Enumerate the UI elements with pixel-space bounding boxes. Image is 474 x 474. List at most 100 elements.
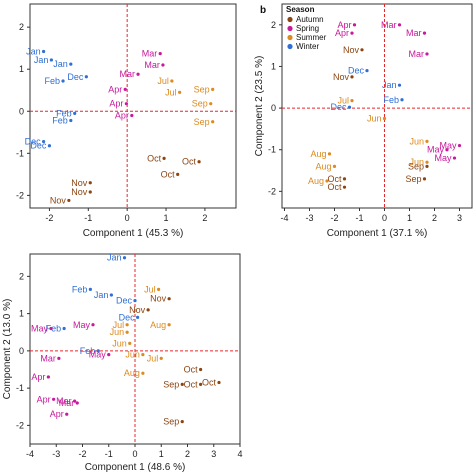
legend-swatch [287, 34, 293, 41]
panel-c-point-marker [199, 367, 203, 372]
panel-c-yticks: -2 -1 0 1 2 [16, 271, 30, 430]
panel-c-point-label: Mar [40, 353, 56, 363]
panel-b-point-marker [452, 156, 457, 160]
panel-a-point-label: Sep [194, 117, 210, 127]
panel-a-ytick-label: 2 [19, 22, 24, 32]
panel-c-point-label: Aug [124, 368, 140, 378]
panel-c-point-marker [217, 380, 221, 385]
panel-a-point-marker [197, 160, 201, 164]
panel-a-point-label: Sep [194, 84, 210, 94]
panel-c-point-label: Jan [107, 253, 122, 263]
panel-b-ytick-label: -2 [268, 186, 276, 196]
panel-a-point-marker [67, 198, 71, 203]
panel-a-point-label: Jan [34, 55, 49, 65]
panel-b-xticks: -4 -3 -2 -1 0 1 2 3 [280, 208, 462, 223]
panel-b-point-label: Feb [383, 95, 399, 105]
panel-a-point-label: Oct [182, 157, 197, 167]
panel-c-point-marker [57, 356, 61, 360]
panel-a-point-marker [49, 58, 53, 62]
panel-c-point-label: Aug [150, 320, 166, 330]
legend-swatch [287, 25, 293, 32]
panel-a-xtick-label: 1 [164, 213, 169, 223]
panel-b-point-marker [325, 179, 329, 183]
panel-c-point-marker [96, 349, 100, 353]
panel-a-xtick-label: -2 [45, 213, 53, 223]
panel-a-chart: Component 1 (45.3 %) -2 -1 0 1 2 -2 -1 0 1 2 Jan… [16, 3, 237, 239]
panel-a-point-label: Jan [53, 59, 68, 69]
panel-a-yticks: -2 -1 0 1 2 [16, 22, 30, 200]
panel-b-point-label: Jun [409, 136, 424, 146]
panel-c-xtick-label: 0 [132, 449, 137, 459]
panel-b-point-label: Dec [348, 66, 365, 76]
panel-c-point-marker [62, 326, 66, 331]
panel-b-point-label: Sep [408, 161, 424, 171]
panel-b-point-marker [352, 23, 357, 27]
panel-c-point-marker [107, 352, 111, 357]
legend-title: Season [286, 5, 315, 14]
panel-a-point-label: Feb [56, 108, 72, 118]
panel-a-point-marker [47, 144, 52, 148]
panel-c-point-label: Mar [56, 396, 72, 406]
panel-c-point-marker [146, 308, 150, 312]
panel-b-point-marker [327, 152, 332, 156]
panel-a-point-marker [209, 102, 213, 106]
panel-c-ytick-label: -2 [16, 420, 24, 430]
panel-c-point-marker [141, 352, 145, 357]
panel-a-point-marker [73, 111, 77, 115]
panel-b-point-marker [400, 98, 404, 102]
panel-b-point-marker [422, 177, 427, 181]
panel-b-point-label: Aug [310, 149, 326, 159]
panel-a-xtick-label: 0 [125, 213, 130, 223]
panel-b-ytick-label: 0 [271, 103, 276, 113]
panel-a-point-marker [42, 139, 46, 144]
panel-a-point-marker [130, 113, 134, 118]
panel-c-xtick-label: 2 [185, 449, 190, 459]
panel-c-point-label: Dec [116, 296, 133, 306]
panel-b-point-label: Nov [333, 72, 350, 82]
panel-c-point-label: Sep [163, 417, 179, 427]
panel-a-point-marker [162, 156, 166, 160]
panel-c-point-label: Nov [129, 305, 146, 315]
panel-c-point-label: May [31, 324, 49, 334]
panel-c-xticks: -4 -3 -2 -1 0 1 2 3 4 [26, 444, 243, 459]
panel-c-xtick-label: 4 [237, 449, 242, 459]
panel-a-xtick-label: 2 [202, 213, 207, 223]
panel-a-point-marker [42, 49, 46, 54]
panel-c-point-marker [159, 356, 163, 360]
panel-b-point-marker [422, 31, 427, 35]
panel-c-point-marker [88, 287, 92, 291]
panel-a-reference-lines [30, 4, 236, 208]
panel-c-point-label: Jun [112, 338, 127, 348]
panel-c-point-marker [91, 323, 95, 327]
panel-b-point-marker [350, 98, 354, 103]
panel-a-xtick-label: -1 [84, 213, 92, 223]
panel-a-point-label: Apr [109, 99, 123, 109]
panel-b-point-label: Jul [337, 96, 349, 106]
panel-b-point-marker [332, 164, 337, 168]
panel-c-point-marker [136, 315, 140, 319]
panel-a-point-label: Feb [45, 76, 61, 86]
panel-b-point-marker [425, 164, 429, 168]
panel-c-point-label: Oct [184, 364, 199, 374]
panel-c-point-label: Jul [113, 320, 125, 330]
panel-a-point-label: Jul [157, 76, 169, 86]
panel-b-ytick-label: -1 [268, 145, 276, 155]
panel-b-point-marker [397, 23, 402, 27]
panel-b-point-label: Jun [367, 113, 382, 123]
panel-b-point-marker [350, 31, 354, 35]
panel-b-point-label: Aug [308, 176, 324, 186]
panel-c-point-label: Feb [80, 346, 96, 356]
panel-c-point-marker [46, 375, 50, 379]
panel-c-point-label: May [73, 320, 91, 330]
panel-b-point-label: Mar [409, 49, 425, 59]
panel-b-xtick-label: 0 [382, 213, 387, 223]
panel-a-ytick-label: -1 [16, 148, 24, 158]
panel-b-point-marker [457, 143, 462, 148]
panel-a-point-label: Sep [192, 99, 208, 109]
panel-b-point-label: Mar [381, 20, 397, 30]
panel-b-point-label: Mar [406, 28, 422, 38]
panel-a-point-label: Apr [108, 84, 122, 94]
panel-b-point-label: May [427, 145, 445, 155]
